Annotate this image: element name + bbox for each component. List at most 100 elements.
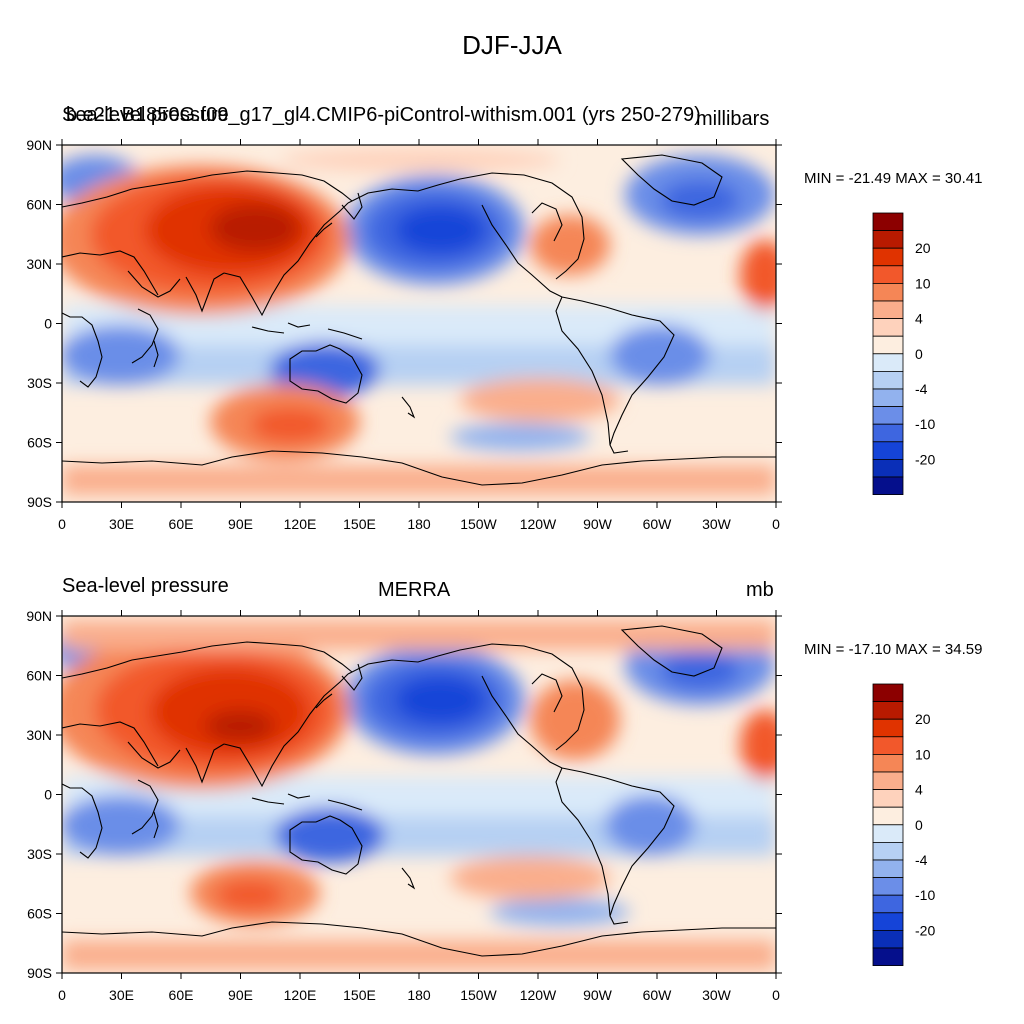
lon-label: 60E bbox=[169, 987, 194, 1003]
colorbar-box bbox=[872, 842, 904, 861]
lat-label: 60S bbox=[27, 435, 52, 451]
colorbar-box bbox=[872, 789, 904, 808]
lon-label: 90W bbox=[583, 987, 613, 1003]
colorbar-box bbox=[872, 265, 904, 284]
figure-title: DJF-JJA bbox=[462, 30, 562, 60]
colorbar-box bbox=[872, 370, 904, 390]
lat-label: 30S bbox=[27, 375, 52, 391]
panel-1-case-title: b.e21.B1850G.f09_g17_gl4.CMIP6-piControl… bbox=[66, 104, 701, 126]
colorbar-box bbox=[872, 806, 904, 826]
lon-label: 120E bbox=[284, 987, 317, 1003]
colorbar-box bbox=[872, 441, 904, 460]
lat-label: 60N bbox=[26, 197, 52, 213]
lat-label: 0 bbox=[44, 316, 52, 332]
colorbar-label: -10 bbox=[915, 887, 935, 903]
lon-label: 0 bbox=[58, 987, 66, 1003]
colorbar-box bbox=[872, 353, 904, 372]
colorbar-box bbox=[872, 894, 904, 914]
colorbar-label: 20 bbox=[915, 240, 931, 256]
colorbar-box bbox=[872, 683, 904, 703]
colorbar-box bbox=[872, 247, 904, 267]
lat-label: 30N bbox=[26, 727, 52, 743]
colorbar-box bbox=[872, 458, 904, 478]
lat-label: 30S bbox=[27, 846, 52, 862]
panel-1-map-field bbox=[62, 145, 776, 502]
colorbar-box bbox=[872, 318, 904, 337]
colorbar-box bbox=[872, 736, 904, 755]
colorbar-box bbox=[872, 947, 904, 967]
lat-label: 0 bbox=[44, 787, 52, 803]
lon-label: 30W bbox=[702, 987, 732, 1003]
colorbar-box bbox=[872, 476, 904, 496]
panel-2-min-max: MIN = -17.10 MAX = 34.59 bbox=[804, 641, 983, 658]
panel-2-center-title: MERRA bbox=[378, 579, 451, 601]
colorbar-box bbox=[872, 754, 904, 773]
colorbar-box bbox=[872, 230, 904, 249]
lon-label: 150E bbox=[343, 987, 376, 1003]
lon-label: 150E bbox=[343, 516, 376, 532]
colorbar-label: 20 bbox=[915, 711, 931, 727]
lon-label: 180 bbox=[407, 516, 431, 532]
lon-label: 60E bbox=[169, 516, 194, 532]
panel-2-left-title: Sea-level pressure bbox=[62, 575, 229, 597]
lon-label: 150W bbox=[460, 516, 497, 532]
lon-label: 0 bbox=[772, 987, 780, 1003]
lat-label: 60S bbox=[27, 906, 52, 922]
panel-1-units: millibars bbox=[696, 108, 770, 130]
colorbar-label: 4 bbox=[915, 782, 923, 798]
colorbar-label: -4 bbox=[915, 852, 928, 868]
lon-label: 0 bbox=[772, 516, 780, 532]
lon-label: 90E bbox=[228, 516, 253, 532]
colorbar-box bbox=[872, 300, 904, 320]
lon-label: 150W bbox=[460, 987, 497, 1003]
lon-label: 30E bbox=[109, 987, 134, 1003]
lat-label: 90S bbox=[27, 494, 52, 510]
lat-label: 90N bbox=[26, 608, 52, 624]
map-axes: 90N 60N 30N 0 30S 60S 90S 0 30E 60E 90E 120E 150E 180… bbox=[26, 137, 782, 1003]
colorbars: 20 10 4 0 -4 -10 -20 20 10 4 0 -4 -10 -20 bbox=[872, 212, 935, 967]
lon-label: 60W bbox=[643, 987, 673, 1003]
lon-label: 90W bbox=[583, 516, 613, 532]
colorbar-box bbox=[872, 388, 904, 408]
lat-label: 60N bbox=[26, 668, 52, 684]
colorbar-box bbox=[872, 406, 904, 425]
colorbar-box bbox=[872, 423, 904, 443]
colorbar-box bbox=[872, 859, 904, 879]
colorbar-label: 0 bbox=[915, 817, 923, 833]
lon-label: 90E bbox=[228, 987, 253, 1003]
lon-label: 60W bbox=[643, 516, 673, 532]
colorbar-box bbox=[872, 282, 904, 302]
colorbar-1: 20 10 4 0 -4 -10 -20 bbox=[872, 212, 935, 496]
lat-label: 90N bbox=[26, 137, 52, 153]
panel-1-min-max: MIN = -21.49 MAX = 30.41 bbox=[804, 170, 983, 187]
colorbar-label: 0 bbox=[915, 346, 923, 362]
colorbar-label: 10 bbox=[915, 746, 931, 762]
lon-label: 120E bbox=[284, 516, 317, 532]
colorbar-2: 20 10 4 0 -4 -10 -20 bbox=[872, 683, 935, 967]
colorbar-box bbox=[872, 930, 904, 949]
colorbar-box bbox=[872, 718, 904, 738]
lon-label: 30E bbox=[109, 516, 134, 532]
colorbar-box bbox=[872, 212, 904, 232]
lon-label: 0 bbox=[58, 516, 66, 532]
lon-label: 180 bbox=[407, 987, 431, 1003]
lon-label: 120W bbox=[520, 987, 557, 1003]
colorbar-label: -4 bbox=[915, 381, 928, 397]
lon-label: 120W bbox=[520, 516, 557, 532]
colorbar-box bbox=[872, 824, 904, 843]
colorbar-label: -10 bbox=[915, 416, 935, 432]
colorbar-box bbox=[872, 877, 904, 896]
lon-label: 30W bbox=[702, 516, 732, 532]
colorbar-label: -20 bbox=[915, 451, 935, 467]
colorbar-label: 10 bbox=[915, 275, 931, 291]
lat-label: 30N bbox=[26, 256, 52, 272]
colorbar-label: 4 bbox=[915, 311, 923, 327]
colorbar-box bbox=[872, 771, 904, 791]
panel-2-units: mb bbox=[746, 579, 774, 601]
colorbar-box bbox=[872, 912, 904, 931]
colorbar-label: -20 bbox=[915, 922, 935, 938]
colorbar-box bbox=[872, 701, 904, 720]
colorbar-box bbox=[872, 335, 904, 355]
panel-2-map-field bbox=[62, 616, 776, 973]
